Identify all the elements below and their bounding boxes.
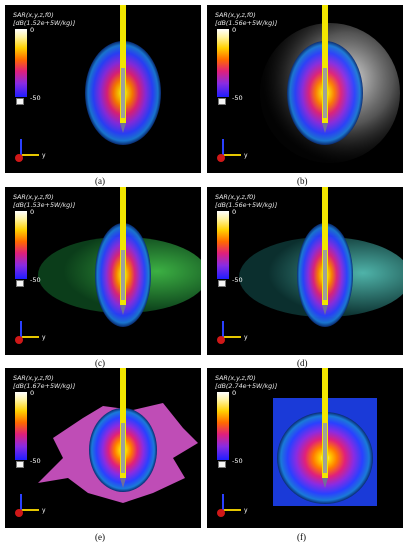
probe-shaft [322, 5, 328, 123]
colorbar-max-label: 0 [30, 208, 35, 216]
probe-tip [322, 123, 328, 133]
quantity-label: SAR(x,y,z,f0) [13, 193, 54, 201]
probe-tip [322, 305, 328, 315]
axis-y-label: y [42, 152, 46, 159]
sar-panel-a: y SAR(x,y,z,f0) [dB(1.52e+5W/kg)] 0 -50 [5, 5, 201, 173]
probe-core [323, 250, 327, 300]
sar-field-visual: y [217, 187, 403, 344]
below-range-swatch [218, 98, 226, 105]
sar-field-visual: y [217, 368, 377, 517]
sar-field-visual: y [15, 368, 198, 517]
sar-panel-c: y SAR(x,y,z,f0) [dB(1.53e+5W/kg)] 0 -50 [5, 187, 201, 355]
unit-label: [dB(1.52e+5W/kg)] [13, 19, 76, 27]
unit-label: [dB(1.56e+5W/kg)] [215, 201, 278, 209]
sar-field-visual: y [15, 5, 161, 162]
colorbar-title: SAR(x,y,z,f0) [dB(1.67e+5W/kg)] [13, 374, 75, 390]
panel-caption: (a) [95, 176, 105, 186]
probe-tip [120, 478, 126, 488]
quantity-label: SAR(x,y,z,f0) [215, 11, 256, 19]
below-range-swatch [16, 98, 24, 105]
colorbar-title: SAR(x,y,z,f0) [dB(1.52e+5W/kg)] [13, 11, 75, 27]
quantity-label: SAR(x,y,z,f0) [13, 374, 54, 382]
colorbar-min-label: -50 [232, 276, 243, 284]
colorbar-title: SAR(x,y,z,f0) [dB(1.56e+5W/kg)] [215, 193, 277, 209]
quantity-label: SAR(x,y,z,f0) [215, 374, 256, 382]
colorbar-max-label: 0 [30, 26, 35, 34]
axis-x-marker [15, 509, 23, 517]
colorbar-min-label: -50 [232, 94, 243, 102]
quantity-label: SAR(x,y,z,f0) [215, 193, 256, 201]
probe-tip [322, 478, 328, 488]
sar-panel-b: y SAR(x,y,z,f0) [dB(1.56e+5W/kg)] 0 -50 [207, 5, 403, 173]
unit-label: [dB(1.67e+5W/kg)] [13, 382, 76, 390]
panel-caption: (c) [95, 358, 105, 368]
colorbar-title: SAR(x,y,z,f0) [dB(2.74e+5W/kg)] [215, 374, 277, 390]
probe-shaft [120, 5, 126, 123]
colorbar-min-label: -50 [30, 457, 41, 465]
unit-label: [dB(1.56e+5W/kg)] [215, 19, 278, 27]
panel-caption: (b) [297, 176, 308, 186]
colorbar [15, 29, 27, 97]
colorbar-min-label: -50 [30, 94, 41, 102]
colorbar [15, 211, 27, 279]
colorbar-title: SAR(x,y,z,f0) [dB(1.56e+5W/kg)] [215, 11, 277, 27]
colorbar-title: SAR(x,y,z,f0) [dB(1.53e+5W/kg)] [13, 193, 75, 209]
colorbar-min-label: -50 [232, 457, 243, 465]
sar-field-visual: y [15, 187, 201, 344]
axis-y-label: y [42, 334, 46, 341]
probe-core [121, 423, 125, 473]
below-range-swatch [218, 280, 226, 287]
probe-core [121, 68, 125, 118]
unit-label: [dB(2.74e+5W/kg)] [215, 382, 278, 390]
colorbar-max-label: 0 [232, 208, 237, 216]
axis-y-label: y [244, 334, 248, 341]
sar-field-visual: y [217, 5, 400, 163]
colorbar-max-label: 0 [232, 26, 237, 34]
axis-x-marker [15, 154, 23, 162]
axis-y-label: y [244, 152, 248, 159]
axis-y-label: y [244, 507, 248, 514]
axis-x-marker [15, 336, 23, 344]
sar-panel-f: y SAR(x,y,z,f0) [dB(2.74e+5W/kg)] 0 -50 [207, 368, 403, 528]
sar-panel-d: y SAR(x,y,z,f0) [dB(1.56e+5W/kg)] 0 -50 [207, 187, 403, 355]
sar-panel-e: y SAR(x,y,z,f0) [dB(1.67e+5W/kg)] 0 -50 [5, 368, 201, 528]
probe-tip [120, 305, 126, 315]
colorbar [217, 211, 229, 279]
axis-x-marker [217, 509, 225, 517]
below-range-swatch [16, 461, 24, 468]
probe-shaft [322, 187, 328, 305]
panel-caption: (e) [95, 532, 105, 542]
probe-shaft [120, 187, 126, 305]
below-range-swatch [16, 280, 24, 287]
panel-caption: (f) [297, 532, 306, 542]
axis-x-marker [217, 154, 225, 162]
probe-core [323, 423, 327, 473]
colorbar [15, 392, 27, 460]
colorbar-min-label: -50 [30, 276, 41, 284]
colorbar [217, 29, 229, 97]
colorbar-max-label: 0 [232, 389, 237, 397]
axis-y-label: y [42, 507, 46, 514]
probe-tip [120, 123, 126, 133]
below-range-swatch [218, 461, 226, 468]
unit-label: [dB(1.53e+5W/kg)] [13, 201, 76, 209]
panel-caption: (d) [297, 358, 308, 368]
probe-core [121, 250, 125, 300]
quantity-label: SAR(x,y,z,f0) [13, 11, 54, 19]
axis-x-marker [217, 336, 225, 344]
colorbar-max-label: 0 [30, 389, 35, 397]
colorbar [217, 392, 229, 460]
probe-core [323, 68, 327, 118]
